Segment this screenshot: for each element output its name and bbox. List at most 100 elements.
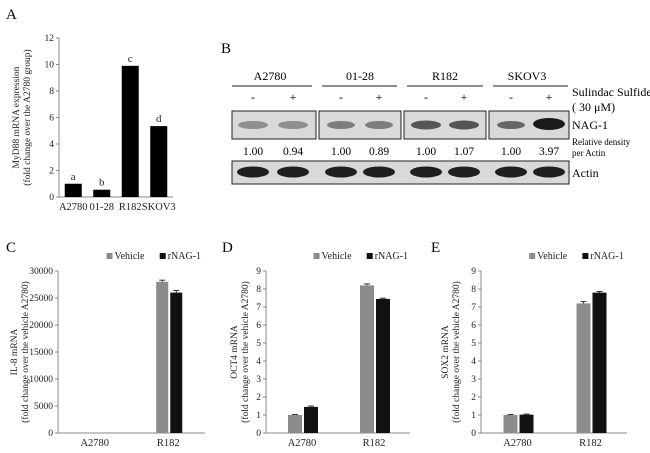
bar bbox=[376, 298, 390, 433]
density-value: 1.00 bbox=[501, 146, 521, 158]
y-tick-label: 25000 bbox=[29, 294, 53, 304]
bar bbox=[360, 285, 374, 433]
treatment-minus: - bbox=[424, 90, 428, 104]
y-axis-label: MyD88 mRNA expression bbox=[12, 66, 22, 168]
nag1-band bbox=[411, 120, 441, 130]
x-tick-label: A2780 bbox=[503, 438, 532, 449]
bar bbox=[304, 406, 318, 433]
legend-label: rNAG-1 bbox=[590, 251, 623, 262]
actin-band bbox=[533, 166, 565, 178]
actin-band bbox=[363, 166, 395, 178]
x-tick-label: 01-28 bbox=[90, 202, 115, 213]
legend-label: Vehicle bbox=[537, 251, 568, 262]
panel-label-c: C bbox=[6, 240, 16, 256]
legend-label: rNAG-1 bbox=[375, 251, 408, 262]
y-tick-label: 10 bbox=[45, 61, 55, 71]
x-tick-label: R182 bbox=[157, 438, 180, 449]
y-tick-label: 6 bbox=[471, 321, 476, 331]
bar bbox=[503, 415, 518, 433]
y-tick-label: 1 bbox=[471, 411, 476, 421]
legend-label: Vehicle bbox=[115, 251, 146, 262]
treatment-plus: + bbox=[546, 90, 553, 104]
y-tick-label: 15000 bbox=[29, 348, 53, 358]
actin-band bbox=[325, 166, 357, 178]
y-tick-label: 5 bbox=[256, 339, 261, 349]
nag1-label: NAG-1 bbox=[572, 118, 608, 132]
x-tick-label: R182 bbox=[119, 202, 142, 213]
y-tick-label: 3 bbox=[471, 375, 476, 385]
y-tick-label: 0 bbox=[471, 429, 476, 439]
cell-line-label: A2780 bbox=[254, 69, 287, 83]
cell-line-label: SKOV3 bbox=[508, 69, 547, 83]
nag1-band bbox=[365, 121, 393, 129]
bar bbox=[170, 292, 183, 433]
y-tick-label: 10000 bbox=[29, 375, 53, 385]
bar bbox=[156, 281, 169, 433]
y-tick-label: 0 bbox=[49, 193, 54, 203]
chart-panel-a: 0 2 4 6 8 10 12 MyD88 mRNA expression (fold chan… bbox=[12, 34, 176, 213]
y-axis-label: (fold change over the vehicle A2780) bbox=[20, 281, 31, 423]
density-value: 0.94 bbox=[283, 146, 303, 158]
treatment-minus: - bbox=[509, 90, 513, 104]
bar bbox=[150, 126, 168, 197]
x-tick-label: SKOV3 bbox=[142, 202, 176, 213]
y-tick-label: 2 bbox=[471, 393, 476, 403]
y-tick-label: 30000 bbox=[29, 267, 53, 277]
y-tick-label: 6 bbox=[49, 114, 54, 124]
y-axis-label: SOX2 mRNA bbox=[441, 325, 451, 379]
density-value: 0.89 bbox=[369, 146, 389, 158]
bar bbox=[592, 292, 607, 433]
y-tick-label: 9 bbox=[471, 267, 476, 277]
treatment-plus: + bbox=[461, 90, 468, 104]
actin-label: Actin bbox=[572, 166, 599, 180]
treatment-title: Sulindac Sulfide bbox=[572, 85, 650, 99]
legend-label: Vehicle bbox=[322, 251, 353, 262]
legend-swatch bbox=[159, 253, 166, 259]
density-value: 3.97 bbox=[539, 146, 559, 158]
legend-label: rNAG-1 bbox=[168, 251, 201, 262]
legend-swatch bbox=[106, 253, 113, 259]
cell-line-label: R182 bbox=[432, 69, 458, 83]
density-value: 1.07 bbox=[454, 146, 474, 158]
treatment-minus: - bbox=[339, 90, 343, 104]
x-tick-label: R182 bbox=[579, 438, 602, 449]
y-tick-label: 6 bbox=[256, 321, 261, 331]
significance-letter: a bbox=[71, 171, 76, 183]
chart-panel-c: 0 5000 10000 15000 20000 25000 30000 IL-8 mRNA(… bbox=[10, 251, 205, 449]
y-tick-label: 3 bbox=[256, 375, 261, 385]
treatment-minus: - bbox=[251, 90, 255, 104]
actin-blot-strip bbox=[231, 160, 570, 185]
panel-label-d: D bbox=[222, 240, 233, 256]
x-tick-label: A2780 bbox=[80, 438, 109, 449]
treatment-plus: + bbox=[376, 90, 383, 104]
y-axis-label: (fold change over the A2780 group) bbox=[22, 49, 33, 185]
x-tick-label: A2780 bbox=[288, 438, 317, 449]
significance-letter: b bbox=[99, 177, 105, 189]
y-tick-label: 4 bbox=[256, 357, 261, 367]
y-tick-label: 1 bbox=[256, 411, 261, 421]
bar bbox=[288, 415, 302, 433]
nag1-band bbox=[327, 121, 355, 129]
legend-swatch bbox=[529, 253, 536, 259]
panel-label-b: B bbox=[221, 41, 231, 57]
bar bbox=[64, 183, 82, 197]
y-tick-label: 8 bbox=[471, 285, 476, 295]
nag1-band bbox=[278, 121, 308, 129]
treatment-plus: + bbox=[290, 90, 297, 104]
y-tick-label: 2 bbox=[49, 167, 54, 177]
legend-swatch bbox=[313, 253, 320, 259]
y-tick-label: 0 bbox=[256, 429, 261, 439]
nag1-band bbox=[238, 121, 268, 129]
density-caption: Relative density bbox=[572, 137, 631, 147]
y-tick-label: 9 bbox=[256, 267, 261, 277]
y-axis-label: (fold change over the vehicle A2780) bbox=[240, 281, 251, 423]
actin-band bbox=[410, 166, 442, 178]
y-tick-label: 7 bbox=[256, 303, 261, 313]
y-axis-label: IL-8 mRNA bbox=[10, 329, 20, 376]
western-blot-panel: A2780 01-28 R182 SKOV3 - + - + - + - + S… bbox=[231, 69, 650, 185]
density-value: 1.00 bbox=[416, 146, 436, 158]
y-tick-label: 5 bbox=[471, 339, 476, 349]
chart-panel-d: 0 1 2 3 4 5 6 7 8 9 OCT4 mRNA (fold change over the… bbox=[230, 251, 410, 449]
treatment-dose: ( 30 μM) bbox=[572, 100, 615, 114]
